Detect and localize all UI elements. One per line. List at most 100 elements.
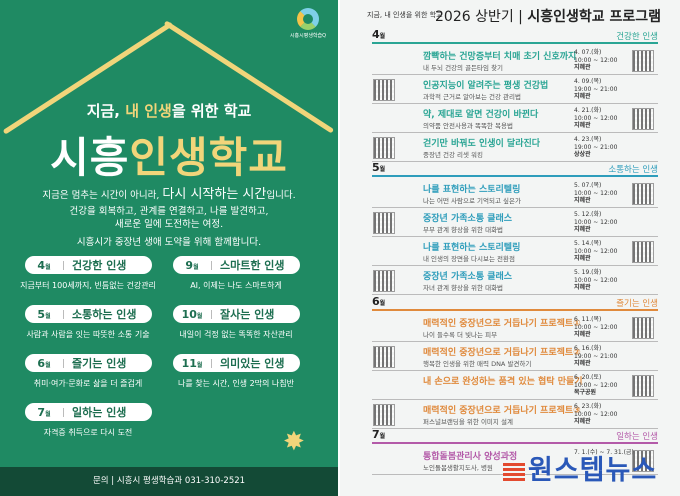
intro-line: 시흥시가 중장년 생애 도약을 위해 함께합니다. — [0, 234, 338, 249]
program-row: 매력적인 중장년으로 거듭나기 프로젝트③ 퍼스널브랜딩을 위한 이미지 설계 6.… — [372, 401, 658, 429]
qr-code-icon[interactable] — [373, 404, 395, 426]
theme-title: 잘사는 인생 — [220, 308, 275, 321]
program-title: 매력적인 중장년으로 거듭나기 프로젝트② — [423, 348, 581, 358]
qr-code-icon[interactable] — [632, 450, 654, 472]
program-subtitle: 행복한 인생을 위한 매력 DNA 발견하기 — [423, 360, 532, 368]
program-subtitle: 내 인생의 장면을 다시보는 전환점 — [423, 255, 515, 263]
qr-code-icon[interactable] — [632, 50, 654, 72]
month-label: 5월 — [372, 161, 385, 174]
program-schedule: 6. 20.(토) 10:00 ~ 12:00 목구공원 — [574, 374, 617, 397]
program-place: 지혜관 — [574, 418, 591, 425]
month-number: 7 — [37, 405, 46, 419]
theme-month: 11월 — [173, 357, 211, 370]
program-time: 10:00 ~ 12:00 — [574, 247, 618, 255]
qr-code-icon[interactable] — [373, 212, 395, 234]
theme-description: 취미·여가·문화로 삶을 더 즐겁게 — [33, 379, 143, 388]
month-label: 6월 — [372, 295, 385, 308]
program-date: 6. 23.(화) — [574, 403, 602, 410]
theme-title: 건강한 인생 — [72, 259, 127, 272]
program-date: 6. 16.(화) — [574, 345, 602, 352]
month-number: 5 — [37, 307, 46, 321]
program-schedule: 6. 16.(화) 19:00 ~ 21:00 지혜관 — [574, 345, 617, 368]
program-time: 10:00 ~ 12:00 — [574, 323, 618, 331]
program-date: 4. 21.(화) — [574, 107, 602, 114]
month-number: 4 — [372, 28, 380, 41]
qr-code-icon[interactable] — [632, 317, 654, 339]
program-schedule: 4. 23.(목) 19:00 ~ 21:00 상상관 — [574, 136, 617, 159]
program-place: 지혜관 — [574, 122, 591, 129]
qr-code-icon[interactable] — [373, 270, 395, 292]
theme-title: 일하는 인생 — [72, 406, 127, 419]
program-title: 걷기만 바꿔도 인생이 달라진다 — [423, 139, 541, 149]
q-logo-icon — [297, 8, 319, 30]
program-place: 목구공원 — [574, 389, 597, 396]
divider — [63, 260, 64, 270]
theme-month: 4월 — [25, 259, 63, 272]
theme-title: 즐기는 인생 — [72, 357, 127, 370]
month-unit: 월 — [45, 312, 51, 320]
program-date: 5. 07.(목) — [574, 182, 602, 189]
poster-panel: 시흥시평생학습Q 지금, 내 인생을 위한 학교 시흥인생학교 지금은 멈추는 … — [0, 0, 338, 496]
program-time: 10:00 ~ 12:00 — [574, 218, 618, 226]
theme-pill: 10월 잘사는 인생 — [173, 305, 300, 323]
program-subtitle: 자녀 관계 향상을 위한 대화법 — [423, 284, 504, 292]
qr-code-icon[interactable] — [632, 183, 654, 205]
program-date: 5. 14.(목) — [574, 240, 602, 247]
intro-text: 지금은 멈추는 시간이 아니라, — [42, 190, 163, 201]
program-title: 약, 제대로 알면 건강이 바뀐다 — [423, 110, 539, 120]
program-place: 지혜관 — [574, 64, 591, 71]
month-number: 11 — [181, 356, 197, 370]
program-schedule: 4. 07.(화) 10:00 ~ 12:00 지혜관 — [574, 49, 617, 72]
program-row: 내 손으로 완성하는 품격 있는 협탁 만들기 6. 20.(토) 10:00 ~ … — [372, 372, 658, 400]
program-subtitle: 의약품 안전사용과 똑똑한 복용법 — [423, 122, 513, 130]
program-row: 인공지능이 알려주는 평생 건강법 과학적 근거로 알아보는 건강 관리법 4. 0… — [372, 76, 658, 104]
program-schedule: 5. 14.(목) 10:00 ~ 12:00 지혜관 — [574, 240, 617, 263]
program-schedule: 4. 21.(화) 10:00 ~ 12:00 지혜관 — [574, 107, 617, 130]
intro-text: 건강을 회복하고, 관계를 연결하고, 나를 발견하고, — [69, 206, 269, 217]
program-time: 10:00 ~ 12:00 — [574, 56, 618, 64]
month-header: 4월 건강한 인생 — [372, 28, 658, 44]
divider — [211, 309, 212, 319]
program-header-small: 지금, 내 인생을 위한 학교 — [367, 11, 443, 19]
program-place: 지혜관 — [574, 284, 591, 291]
intro-text: 새로운 일에 도전하는 여정. — [114, 219, 224, 230]
month-number: 6 — [372, 295, 380, 308]
program-time: 10:00 ~ 12:00 — [574, 381, 618, 389]
month-label: 7월 — [372, 428, 385, 441]
program-schedule: 5. 12.(화) 10:00 ~ 12:00 지혜관 — [574, 211, 617, 234]
program-subtitle: 중장년 건강 리셋 워킹 — [423, 151, 484, 159]
program-place: 지혜관 — [574, 360, 591, 367]
month-unit: 월 — [379, 166, 386, 173]
theme-pill: 9월 스마트한 인생 — [173, 256, 300, 274]
qr-code-icon[interactable] — [373, 346, 395, 368]
month-number: 9 — [185, 258, 194, 272]
qr-code-icon[interactable] — [373, 79, 395, 101]
program-row: 나를 표현하는 스토리텔링 내 인생의 장면을 다시보는 전환점 5. 14.(목)… — [372, 238, 658, 266]
program-row: 매력적인 중장년으로 거듭나기 프로젝트① 나이 들수록 더 빛나는 피부 6. 1… — [372, 314, 658, 342]
program-time: 19:00 ~ 21:00 — [574, 85, 618, 93]
program-time: 10:00 ~ 12:00 — [574, 276, 618, 284]
program-row: 깜빡하는 건망증부터 치매 초기 신호까지 내 두뇌 건강의 골든타임 찾기 4. … — [372, 47, 658, 75]
theme-description: 나를 찾는 시간, 인생 2막의 나침반 — [177, 379, 295, 388]
theme-pill: 5월 소통하는 인생 — [25, 305, 152, 323]
qr-code-icon[interactable] — [632, 375, 654, 397]
theme-description: 내일이 걱정 없는 똑똑한 자산관리 — [179, 330, 293, 339]
divider — [211, 358, 212, 368]
watermark-icon — [503, 462, 525, 481]
program-title: 중장년 가족소통 클래스 — [423, 214, 513, 224]
month-unit: 월 — [196, 312, 203, 320]
program-schedule: 5. 07.(목) 10:00 ~ 12:00 지혜관 — [574, 182, 617, 205]
program-place: 지혜관 — [574, 197, 591, 204]
program-subtitle: 퍼스널브랜딩을 위한 이미지 설계 — [423, 418, 513, 426]
theme-month: 5월 — [25, 308, 63, 321]
intro-line: 지금은 멈추는 시간이 아니라, 다시 시작하는 시간입니다. — [0, 183, 338, 202]
program-time: 19:00 ~ 21:00 — [574, 143, 618, 151]
qr-code-icon[interactable] — [373, 137, 395, 159]
qr-code-icon[interactable] — [632, 241, 654, 263]
month-theme: 일하는 인생 — [616, 432, 658, 442]
theme-pill: 11월 의미있는 인생 — [173, 354, 300, 372]
qr-code-icon[interactable] — [632, 108, 654, 130]
month-unit: 월 — [193, 263, 199, 271]
intro-line: 새로운 일에 도전하는 여정. — [0, 216, 338, 231]
